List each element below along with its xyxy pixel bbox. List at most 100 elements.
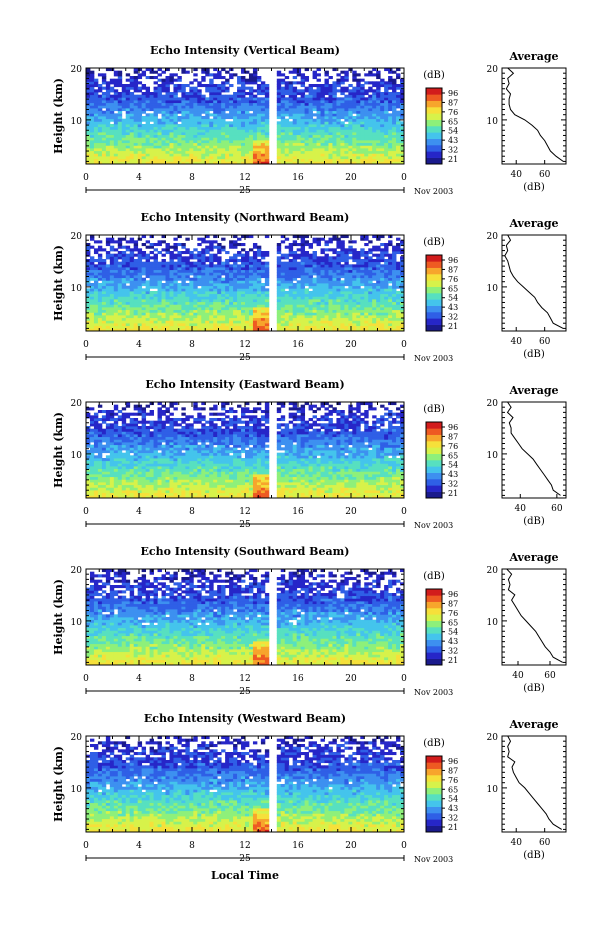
heatmap-cell [280, 301, 286, 305]
heatmap-cell [352, 283, 357, 287]
heatmap-cell [308, 325, 313, 329]
heatmap-cell [288, 148, 294, 152]
heatmap-cell [284, 108, 290, 112]
heatmap-cell [101, 288, 107, 292]
heatmap-cell [276, 102, 282, 106]
heatmap-cell [280, 325, 286, 329]
heatmap-cell [332, 145, 337, 149]
heatmap-cell [372, 110, 377, 114]
heatmap-cell [125, 156, 131, 160]
heatmap-cell [248, 269, 254, 273]
heatmap-cell [364, 264, 369, 268]
heatmap-cell [97, 86, 103, 90]
heatmap-cell [348, 105, 353, 109]
heatmap-cell [141, 118, 147, 122]
heatmap-cell [217, 161, 222, 165]
heatmap-cell [125, 269, 131, 273]
heatmap-cell [352, 108, 357, 112]
heatmap-cell [177, 140, 182, 144]
heatmap-cell [328, 320, 333, 324]
heatmap-cell [86, 328, 91, 332]
heatmap-cell [129, 312, 135, 316]
heatmap-cell [252, 325, 258, 329]
heatmap-cell [129, 237, 135, 241]
heatmap-cell [300, 256, 306, 260]
heatmap-cell [117, 245, 123, 249]
heatmap-cell [332, 132, 337, 136]
heatmap-cell [213, 68, 218, 72]
heatmap-cell [372, 304, 377, 308]
heatmap-cell [300, 235, 306, 239]
heatmap-cell [280, 140, 286, 144]
heatmap-cell [229, 73, 234, 77]
heatmap-cell [288, 288, 294, 292]
heatmap-cell [308, 272, 313, 276]
heatmap-cell [181, 277, 186, 281]
heatmap-cell [316, 299, 321, 303]
heatmap-cell [288, 307, 294, 311]
heatmap-cell [256, 307, 262, 311]
heatmap-cell [376, 283, 381, 287]
heatmap-cell [181, 264, 186, 268]
heatmap-cell [169, 307, 174, 311]
heatmap-cell [229, 84, 234, 88]
heatmap-cell [193, 134, 198, 138]
heatmap-cell [197, 272, 202, 276]
heatmap-cell [241, 277, 246, 281]
heatmap-cell [86, 320, 91, 324]
heatmap-cell [356, 140, 361, 144]
heatmap-cell [288, 129, 294, 133]
heatmap-cell [173, 299, 178, 303]
heatmap-cell [153, 100, 158, 104]
heatmap-cell [189, 121, 194, 125]
heatmap-cell [348, 124, 353, 128]
heatmap-cell [213, 97, 218, 101]
heatmap-cell [117, 97, 123, 101]
heatmap-cell [225, 134, 230, 138]
heatmap-cell [149, 296, 154, 300]
heatmap-cell [276, 296, 282, 300]
heatmap-cell [320, 312, 325, 316]
heatmap-cell [245, 285, 250, 289]
heatmap-cell [225, 328, 230, 332]
heatmap-cell [221, 129, 226, 133]
heatmap-cell [396, 145, 401, 149]
heatmap-cell [157, 317, 162, 321]
heatmap-cell [177, 105, 182, 109]
heatmap-cell [376, 92, 381, 96]
heatmap-cell [221, 108, 226, 112]
heatmap-cell [245, 259, 250, 263]
heatmap-cell [145, 264, 151, 268]
heatmap-cell [229, 277, 234, 281]
heatmap-cell [197, 150, 202, 154]
heatmap-cell [340, 102, 345, 106]
heatmap-cell [276, 92, 282, 96]
heatmap-cell [149, 272, 154, 276]
heatmap-cell [181, 126, 186, 130]
heatmap-cell [312, 307, 317, 311]
heatmap-cell [360, 315, 365, 319]
heatmap-cell [109, 129, 115, 133]
heatmap-cell [113, 97, 119, 101]
heatmap-cell [292, 118, 298, 122]
heatmap-cell [189, 145, 194, 149]
heatmap-cell [312, 113, 317, 117]
heatmap-cell [260, 132, 266, 136]
heatmap-cell [264, 153, 270, 157]
heatmap-cell [185, 116, 190, 120]
heatmap-cell [157, 309, 162, 313]
heatmap-cell [400, 105, 405, 109]
heatmap-cell [201, 283, 206, 287]
heatmap-cell [388, 121, 393, 125]
heatmap-cell [300, 251, 306, 255]
heatmap-cell [328, 325, 333, 329]
heatmap-cell [101, 283, 107, 287]
heatmap-cell [376, 76, 381, 80]
heatmap-cell [276, 269, 282, 273]
heatmap-cell [213, 325, 218, 329]
heatmap-cell [129, 309, 135, 313]
heatmap-cell [336, 296, 341, 300]
heatmap-cell [312, 328, 317, 332]
heatmap-cell [105, 267, 111, 271]
heatmap-cell [153, 118, 158, 122]
